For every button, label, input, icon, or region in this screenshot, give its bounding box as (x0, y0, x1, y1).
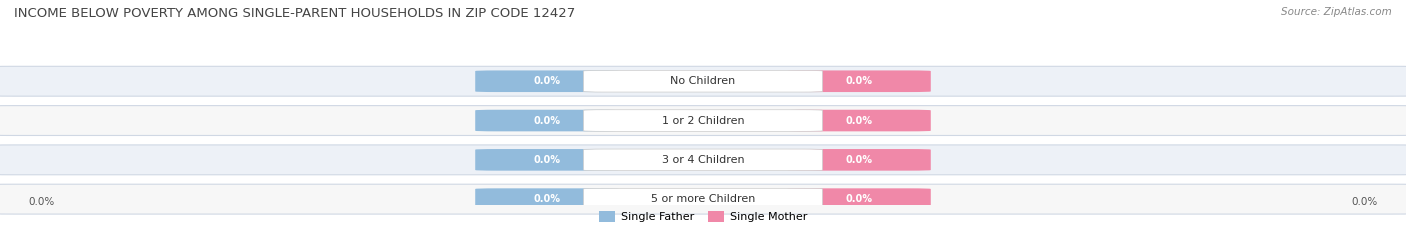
Text: 0.0%: 0.0% (533, 155, 561, 165)
Text: 0.0%: 0.0% (845, 155, 873, 165)
FancyBboxPatch shape (0, 145, 1406, 175)
FancyBboxPatch shape (475, 149, 619, 171)
Text: 0.0%: 0.0% (845, 116, 873, 126)
FancyBboxPatch shape (787, 110, 931, 131)
FancyBboxPatch shape (475, 188, 619, 210)
Text: 1 or 2 Children: 1 or 2 Children (662, 116, 744, 126)
Text: 0.0%: 0.0% (533, 116, 561, 126)
FancyBboxPatch shape (787, 188, 931, 210)
FancyBboxPatch shape (787, 70, 931, 92)
FancyBboxPatch shape (0, 66, 1406, 96)
Text: Source: ZipAtlas.com: Source: ZipAtlas.com (1281, 7, 1392, 17)
Text: 3 or 4 Children: 3 or 4 Children (662, 155, 744, 165)
FancyBboxPatch shape (583, 110, 823, 131)
Text: 0.0%: 0.0% (533, 76, 561, 86)
FancyBboxPatch shape (0, 184, 1406, 214)
FancyBboxPatch shape (475, 110, 619, 131)
Text: 0.0%: 0.0% (845, 194, 873, 204)
FancyBboxPatch shape (583, 70, 823, 92)
Text: 0.0%: 0.0% (28, 197, 55, 207)
FancyBboxPatch shape (583, 188, 823, 210)
Text: No Children: No Children (671, 76, 735, 86)
FancyBboxPatch shape (583, 149, 823, 171)
Text: 0.0%: 0.0% (845, 76, 873, 86)
Text: 0.0%: 0.0% (533, 194, 561, 204)
Text: INCOME BELOW POVERTY AMONG SINGLE-PARENT HOUSEHOLDS IN ZIP CODE 12427: INCOME BELOW POVERTY AMONG SINGLE-PARENT… (14, 7, 575, 20)
Text: 0.0%: 0.0% (1351, 197, 1378, 207)
FancyBboxPatch shape (475, 70, 619, 92)
Text: 5 or more Children: 5 or more Children (651, 194, 755, 204)
FancyBboxPatch shape (0, 106, 1406, 135)
Legend: Single Father, Single Mother: Single Father, Single Mother (599, 211, 807, 222)
FancyBboxPatch shape (787, 149, 931, 171)
